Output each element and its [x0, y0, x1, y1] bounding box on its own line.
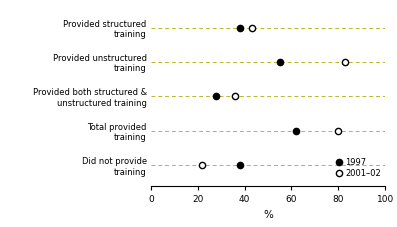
- X-axis label: %: %: [263, 210, 273, 220]
- Legend: 1997, 2001–02: 1997, 2001–02: [335, 158, 381, 178]
